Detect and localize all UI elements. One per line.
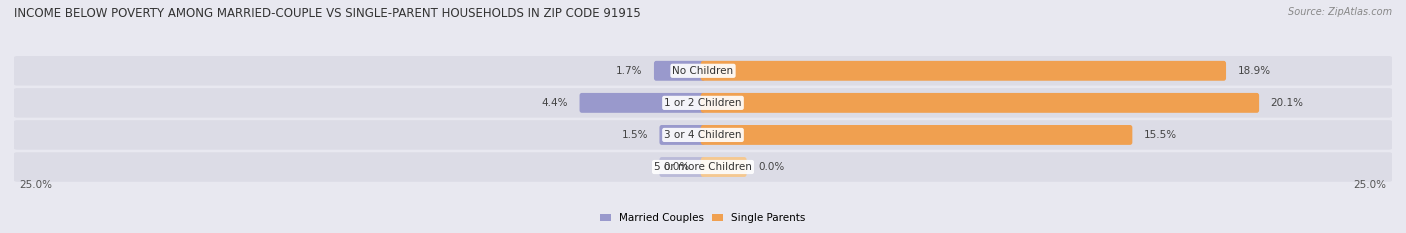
FancyBboxPatch shape [659, 157, 706, 177]
Text: 3 or 4 Children: 3 or 4 Children [664, 130, 742, 140]
Text: No Children: No Children [672, 66, 734, 76]
Text: Source: ZipAtlas.com: Source: ZipAtlas.com [1288, 7, 1392, 17]
FancyBboxPatch shape [13, 88, 1393, 118]
Text: 15.5%: 15.5% [1144, 130, 1177, 140]
Text: 25.0%: 25.0% [20, 180, 52, 190]
Text: 4.4%: 4.4% [541, 98, 568, 108]
Legend: Married Couples, Single Parents: Married Couples, Single Parents [596, 209, 810, 228]
Text: 1.5%: 1.5% [621, 130, 648, 140]
FancyBboxPatch shape [700, 157, 747, 177]
FancyBboxPatch shape [13, 152, 1393, 182]
Text: 0.0%: 0.0% [758, 162, 785, 172]
Text: 25.0%: 25.0% [1354, 180, 1386, 190]
Text: 1.7%: 1.7% [616, 66, 643, 76]
Text: 5 or more Children: 5 or more Children [654, 162, 752, 172]
FancyBboxPatch shape [13, 56, 1393, 86]
FancyBboxPatch shape [579, 93, 706, 113]
Text: 0.0%: 0.0% [664, 162, 689, 172]
Text: 20.1%: 20.1% [1271, 98, 1303, 108]
Text: 18.9%: 18.9% [1237, 66, 1271, 76]
FancyBboxPatch shape [700, 61, 1226, 81]
FancyBboxPatch shape [700, 125, 1132, 145]
Text: 1 or 2 Children: 1 or 2 Children [664, 98, 742, 108]
FancyBboxPatch shape [13, 120, 1393, 150]
Text: INCOME BELOW POVERTY AMONG MARRIED-COUPLE VS SINGLE-PARENT HOUSEHOLDS IN ZIP COD: INCOME BELOW POVERTY AMONG MARRIED-COUPL… [14, 7, 641, 20]
FancyBboxPatch shape [700, 93, 1260, 113]
FancyBboxPatch shape [654, 61, 706, 81]
FancyBboxPatch shape [659, 125, 706, 145]
